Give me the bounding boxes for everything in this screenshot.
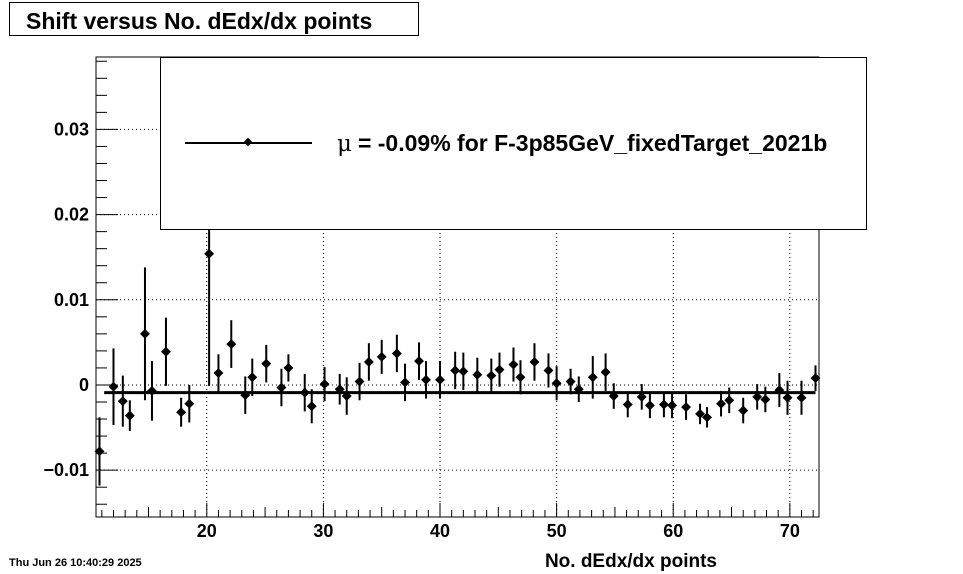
data-point-marker — [376, 351, 387, 362]
data-point-marker — [515, 372, 526, 383]
data-point-marker — [414, 356, 424, 367]
chart-title-box: Shift versus No. dEdx/dx points — [9, 2, 419, 36]
data-point-marker — [400, 377, 410, 388]
data-point-marker — [529, 357, 540, 367]
data-point-marker — [147, 385, 157, 396]
data-point-marker — [494, 364, 505, 375]
data-point-marker — [587, 372, 598, 383]
x-tick-label: 30 — [313, 521, 333, 541]
data-point-marker — [622, 399, 633, 410]
data-point-marker — [421, 374, 431, 385]
legend-mu-symbol: μ — [337, 131, 352, 157]
data-point-marker — [363, 357, 374, 367]
data-point-marker — [240, 390, 251, 401]
legend: μ = -0.09% for F-3p85GeV_fixedTarget_2021… — [160, 57, 867, 230]
x-tick-label: 20 — [197, 521, 217, 541]
data-point-marker — [472, 369, 483, 380]
data-point-marker — [600, 367, 611, 378]
data-point-marker — [261, 358, 272, 369]
data-point-marker — [667, 400, 678, 411]
data-point-marker — [636, 391, 647, 402]
data-point-marker — [716, 398, 726, 409]
data-point-marker — [435, 374, 445, 385]
footer-timestamp: Thu Jun 26 10:40:29 2025 — [9, 557, 142, 569]
data-point-marker — [283, 362, 294, 373]
data-point-marker — [161, 346, 171, 357]
y-tick-label: 0 — [79, 375, 89, 395]
data-point-marker — [543, 365, 554, 376]
x-axis-title: No. dEdx/dx points — [545, 551, 717, 572]
data-point-marker — [608, 391, 619, 401]
data-point-marker — [810, 373, 821, 384]
data-point-marker — [276, 382, 287, 393]
data-point-marker — [551, 378, 562, 389]
data-point-marker — [204, 248, 215, 259]
axes: 20 30 40 50 60 70 −0.01 0 0.01 0.02 0.03 — [43, 56, 820, 541]
data-point-marker — [391, 348, 402, 359]
data-point-marker — [226, 339, 237, 350]
data-point-marker — [658, 399, 669, 410]
data-point-marker — [117, 396, 128, 407]
y-tick-label: 0.03 — [54, 119, 89, 139]
data-point-marker — [782, 392, 793, 403]
x-tick-label: 50 — [547, 521, 567, 541]
data-point-marker — [695, 408, 706, 419]
legend-label: = -0.09% for F-3p85GeV_fixedTarget_2021b — [357, 130, 828, 156]
data-point-marker — [681, 402, 692, 413]
data-point-marker — [213, 368, 224, 378]
y-tick-label: 0.01 — [54, 290, 89, 310]
data-point-marker — [299, 387, 310, 398]
data-point-marker — [341, 391, 352, 401]
data-point-marker — [458, 366, 469, 377]
y-tick-label: 0.02 — [54, 205, 89, 225]
data-point-marker — [450, 365, 461, 376]
data-point-marker — [247, 372, 258, 383]
data-point-marker — [319, 379, 330, 390]
data-point-marker — [752, 391, 763, 402]
data-point-marker — [124, 410, 135, 421]
data-point-marker — [573, 384, 584, 395]
data-point-marker — [565, 376, 576, 387]
data-point-marker — [738, 405, 749, 416]
data-point-marker — [774, 385, 785, 396]
data-point-marker — [724, 395, 735, 406]
y-tick-label: −0.01 — [43, 460, 89, 480]
data-point-marker — [760, 394, 771, 405]
x-tick-label: 40 — [430, 521, 450, 541]
data-point-marker — [486, 370, 497, 381]
legend-entry: μ = -0.09% for F-3p85GeV_fixedTarget_2021… — [337, 130, 827, 157]
data-point-marker — [508, 359, 519, 370]
x-tick-label: 60 — [663, 521, 683, 541]
data-point-marker — [354, 376, 365, 387]
data-point-marker — [140, 328, 150, 339]
data-point-marker — [334, 384, 345, 395]
legend-marker-sample — [243, 137, 253, 147]
x-tick-label: 70 — [780, 521, 800, 541]
data-point-marker — [702, 412, 713, 423]
data-point-marker — [176, 407, 187, 418]
chart-title: Shift versus No. dEdx/dx points — [26, 8, 373, 34]
data-point-marker — [306, 401, 317, 412]
data-point-marker — [184, 398, 195, 409]
data-point-marker — [108, 381, 119, 392]
data-point-marker — [644, 400, 655, 411]
data-point-marker — [796, 392, 807, 403]
